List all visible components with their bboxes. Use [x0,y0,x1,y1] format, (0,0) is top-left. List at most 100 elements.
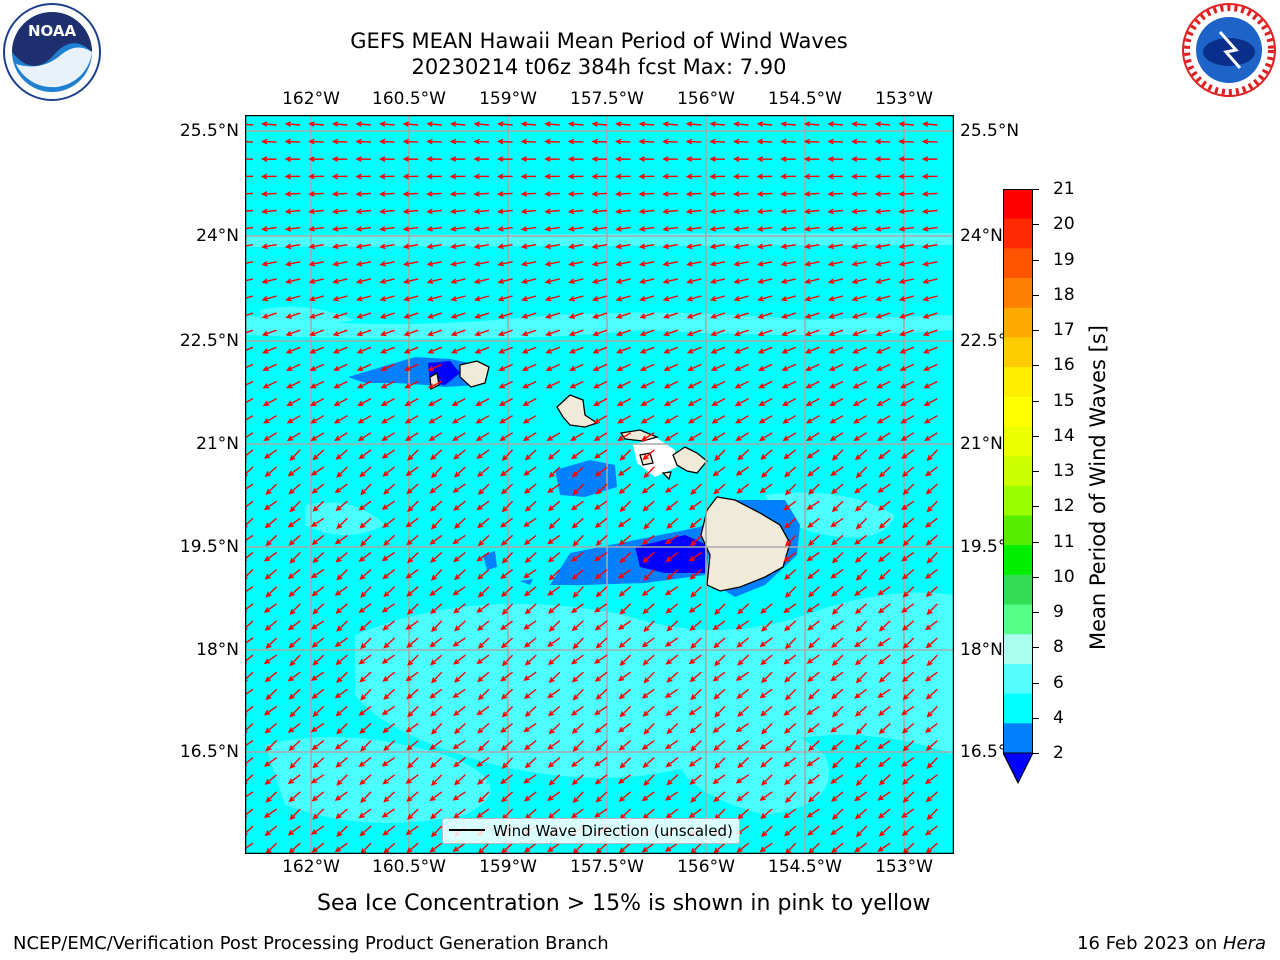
wind-wave-arrow [382,517,396,529]
wind-wave-arrow [756,121,773,127]
wind-wave-arrow [382,466,396,477]
wind-wave-arrow [287,517,301,528]
wind-wave-arrow [523,466,537,476]
wind-wave-arrow [449,121,466,127]
wind-wave-arrow [522,397,537,406]
wind-wave-arrow [803,226,820,232]
wind-wave-arrow [355,226,372,232]
wind-wave-arrow [642,500,655,512]
wind-wave-arrow [898,312,915,319]
wind-wave-arrow [261,295,277,302]
wind-wave-arrow [831,757,844,769]
wind-wave-arrow [662,278,678,284]
wind-wave-arrow [662,312,679,319]
wind-wave-arrow [288,740,301,751]
wind-wave-arrow [688,757,702,767]
wind-wave-arrow [452,842,466,852]
wind-wave-arrow [285,312,301,319]
wind-wave-arrow [877,757,891,768]
wind-wave-arrow [713,637,726,649]
wind-wave-arrow [289,449,301,462]
wind-wave-arrow [926,603,938,616]
wind-wave-arrow [429,637,443,648]
wind-wave-arrow [735,466,749,476]
wind-wave-arrow [594,449,608,459]
wind-wave-arrow [878,774,891,786]
wind-wave-arrow [663,397,679,406]
wind-wave-arrow [714,449,726,462]
wind-wave-arrow [498,346,513,354]
wind-wave-arrow [477,791,490,803]
wind-wave-arrow [477,466,490,478]
wind-wave-arrow [548,620,561,632]
wind-wave-arrow [878,671,891,683]
wind-wave-arrow [331,191,348,197]
wind-wave-arrow [758,380,773,389]
wind-wave-arrow [548,466,561,478]
wind-wave-arrow [382,774,396,785]
wind-wave-arrow [922,243,938,250]
wind-wave-arrow [523,740,537,751]
wind-wave-arrow [642,654,655,666]
wind-wave-arrow [431,517,443,530]
wind-wave-arrow [500,569,514,579]
colorbar-segment [1003,248,1033,279]
wind-wave-arrow [570,808,584,819]
wind-wave-arrow [568,278,584,284]
wind-wave-arrow [806,603,820,613]
wind-wave-arrow [851,138,867,145]
wind-wave-arrow [497,312,513,319]
colorbar-segment [1003,396,1033,427]
wind-wave-arrow [497,226,513,232]
wind-wave-arrow [332,329,348,337]
wind-wave-arrow [476,808,490,819]
wind-wave-arrow [334,586,348,596]
wind-wave-arrow [429,791,443,802]
wind-wave-arrow [664,791,679,801]
big-island [700,496,791,592]
wind-wave-arrow [380,380,395,389]
wind-wave-arrow [571,620,584,632]
wind-wave-arrow [427,329,443,337]
wind-wave-arrow [803,138,820,145]
wind-wave-arrow [426,121,442,127]
wind-wave-arrow [898,226,914,232]
wind-wave-arrow [402,208,419,215]
wind-wave-arrow [806,705,820,716]
wind-wave-arrow [245,432,254,441]
wind-wave-arrow [450,278,466,284]
wind-wave-arrow [285,329,301,337]
wind-wave-arrow [785,637,797,650]
wind-wave-arrow [709,208,726,215]
wind-wave-arrow [360,740,372,752]
wind-wave-arrow [761,620,773,632]
wind-wave-arrow [899,380,915,389]
wind-wave-arrow [382,722,396,734]
wind-wave-arrow [640,415,655,424]
wind-wave-arrow [520,138,537,145]
wind-wave-arrow [901,654,915,665]
wind-wave-arrow [449,226,466,232]
wind-wave-arrow [831,603,844,615]
wind-wave-arrow [641,740,655,750]
wind-wave-arrow [496,156,513,162]
wind-wave-arrow [643,466,655,479]
wind-wave-arrow [520,208,537,215]
wind-wave-arrow [572,637,584,650]
wind-wave-arrow [450,346,466,354]
wind-wave-arrow [360,483,372,496]
wind-wave-arrow [641,586,655,597]
wind-wave-arrow [851,208,867,215]
wind-wave-arrow [403,295,419,302]
wind-wave-arrow [688,705,702,716]
wind-wave-arrow [450,329,466,337]
wind-wave-arrow [714,705,726,718]
wind-wave-arrow [783,705,797,716]
wind-wave-arrow [783,551,797,562]
wind-wave-arrow [523,586,537,597]
wind-wave-arrow [854,740,868,750]
wind-wave-arrow [851,121,867,127]
wind-wave-arrow [522,380,537,389]
wind-wave-arrow [402,191,419,197]
wind-wave-arrow [877,603,891,614]
